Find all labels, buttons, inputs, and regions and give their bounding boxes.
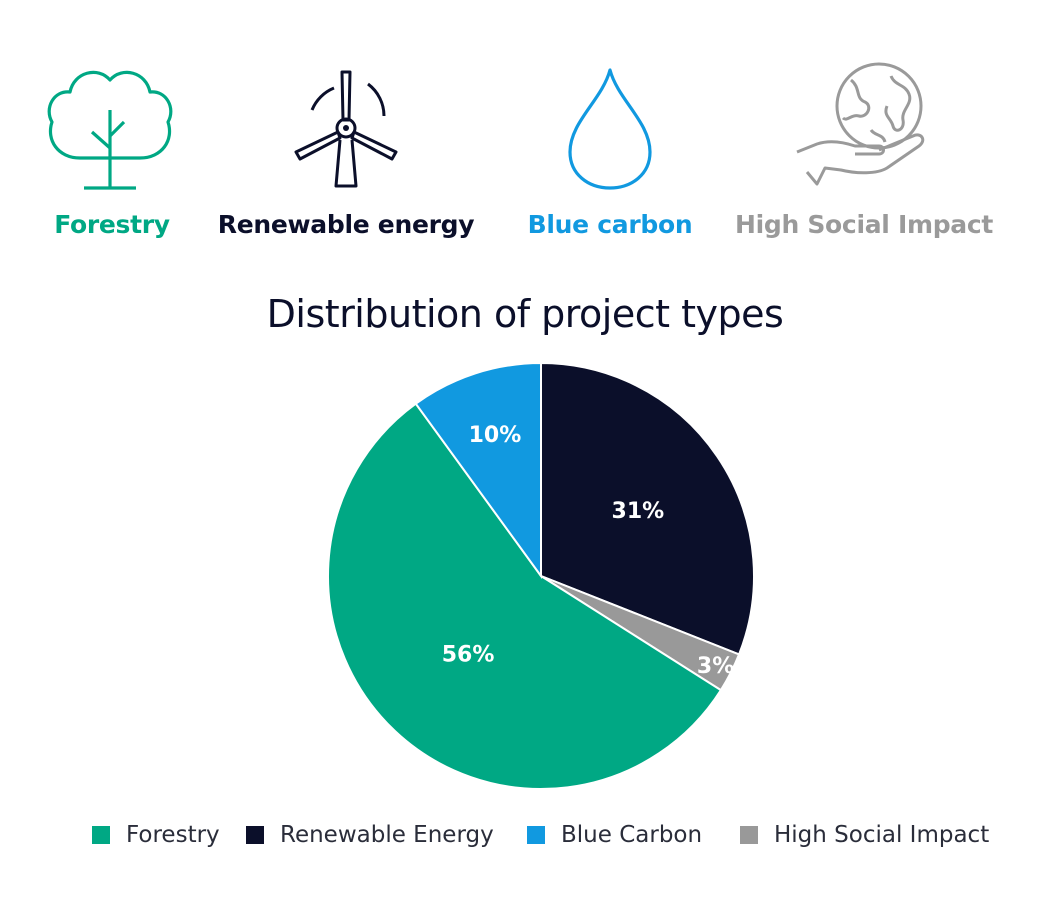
- legend-swatch: [92, 826, 110, 844]
- renewable-category: [216, 60, 476, 195]
- pie-slice-blue-carbon: [414, 361, 542, 580]
- pie-slice-renewable-energy: [540, 361, 755, 656]
- legend-item-renewable-energy: Renewable Energy: [246, 822, 494, 848]
- slice-label: 10%: [469, 423, 522, 448]
- slice-label: 31%: [612, 499, 665, 524]
- legend-swatch: [527, 826, 545, 844]
- legend-swatch: [740, 826, 758, 844]
- legend-label: Renewable Energy: [280, 822, 494, 848]
- chart-title: Distribution of project types: [266, 292, 784, 336]
- slice-label: 3%: [697, 654, 734, 679]
- legend-item-forestry: Forestry: [92, 822, 220, 848]
- legend-item-blue-carbon: Blue Carbon: [527, 822, 702, 848]
- high-social-impact-label: High Social Impact: [734, 210, 994, 239]
- category-icon-row: Forestry Renewable energy Blue carbon Hi…: [0, 0, 1050, 260]
- renewable-energy-label: Renewable energy: [217, 210, 475, 239]
- blue-carbon-category: [480, 60, 740, 195]
- legend-swatch: [246, 826, 264, 844]
- legend-label: Blue Carbon: [561, 822, 703, 848]
- social-impact-category: [735, 60, 995, 195]
- legend-label: High Social Impact: [774, 822, 990, 848]
- pie-slice-forestry: [327, 402, 723, 790]
- blue-carbon-label: Blue carbon: [527, 210, 693, 239]
- forestry-label: Forestry: [54, 210, 170, 239]
- legend-label: Forestry: [126, 822, 220, 848]
- forestry-category: [0, 60, 240, 195]
- water-drop-icon: [568, 68, 652, 190]
- chart-legend: Forestry Renewable Energy Blue Carbon Hi…: [0, 822, 1050, 856]
- wind-turbine-icon: [294, 70, 398, 188]
- slice-label: 56%: [442, 643, 495, 668]
- globe-in-hand-icon: [796, 62, 925, 186]
- tree-icon: [47, 70, 173, 190]
- legend-item-high-social-impact: High Social Impact: [740, 822, 989, 848]
